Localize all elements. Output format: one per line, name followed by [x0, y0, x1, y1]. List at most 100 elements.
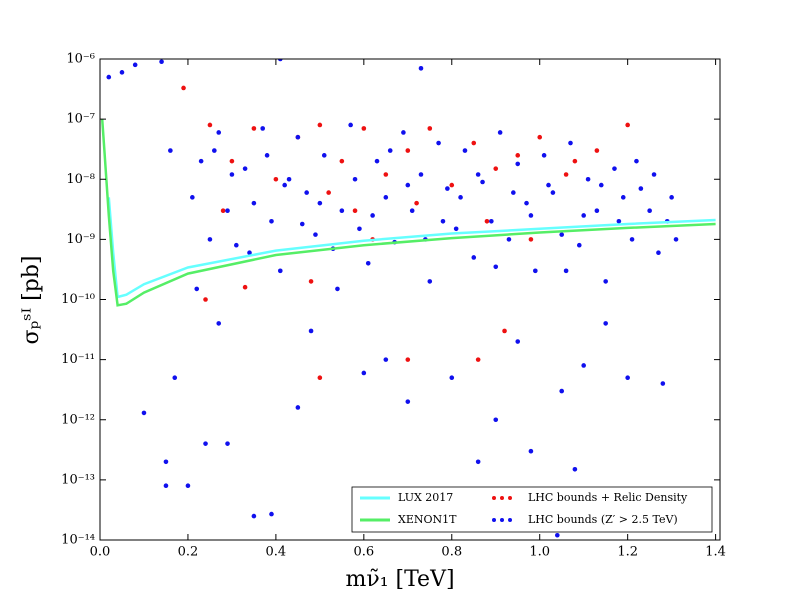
x-tick-label: 0.2 — [178, 545, 199, 560]
data-point — [524, 200, 529, 206]
data-point — [185, 483, 191, 489]
data-point — [317, 200, 323, 206]
data-point — [497, 130, 503, 135]
data-point — [181, 85, 186, 91]
data-point — [427, 279, 433, 284]
data-point — [229, 158, 235, 164]
data-point — [612, 166, 617, 171]
data-point — [594, 208, 600, 213]
data-point — [141, 410, 147, 416]
data-point — [163, 483, 169, 489]
data-point — [159, 59, 164, 65]
data-point — [383, 357, 389, 362]
legend-swatch — [500, 496, 504, 500]
curve — [100, 119, 716, 307]
data-point — [625, 375, 630, 381]
data-point — [563, 172, 569, 177]
legend-label: LHC bounds + Relic Density — [528, 491, 688, 504]
data-point — [212, 148, 217, 153]
data-point — [660, 381, 666, 386]
data-point — [225, 441, 230, 446]
data-point — [326, 190, 331, 195]
data-point — [480, 179, 485, 185]
data-point — [559, 388, 565, 394]
data-point — [603, 279, 608, 284]
data-point — [489, 218, 494, 224]
data-point — [638, 186, 644, 191]
data-point — [576, 242, 582, 248]
data-point — [528, 237, 534, 242]
data-point — [207, 122, 213, 128]
x-axis-label: mν̃₁ [TeV] — [345, 567, 454, 592]
legend-swatch — [508, 496, 512, 500]
data-point — [541, 153, 547, 158]
data-point — [387, 148, 393, 153]
y-tick-label: 10⁻¹¹ — [61, 352, 95, 367]
data-point — [220, 208, 226, 213]
data-point — [625, 122, 630, 128]
data-point — [484, 218, 490, 224]
legend-swatch — [508, 518, 512, 522]
data-point — [225, 208, 230, 213]
data-point — [317, 122, 323, 128]
x-tick-label: 1.2 — [617, 545, 638, 560]
data-point — [106, 74, 112, 80]
data-point — [475, 357, 481, 362]
data-point — [308, 279, 314, 284]
legend-swatch — [492, 518, 496, 522]
data-point — [493, 264, 499, 270]
data-point — [528, 448, 534, 454]
data-point — [383, 195, 389, 200]
data-point — [603, 321, 608, 326]
data-point — [515, 161, 521, 167]
y-tick-label: 10⁻⁶ — [66, 52, 95, 67]
data-point — [409, 208, 415, 213]
data-point — [119, 70, 125, 75]
data-point — [405, 357, 411, 362]
data-point — [418, 172, 424, 177]
data-point — [598, 182, 604, 188]
data-point — [277, 268, 283, 274]
data-point — [361, 126, 367, 131]
x-tick-label: 0.0 — [90, 545, 111, 560]
data-point — [299, 221, 305, 227]
data-point — [295, 134, 301, 140]
data-point — [374, 158, 380, 164]
data-point — [269, 218, 274, 224]
data-point — [572, 466, 578, 472]
data-point — [361, 370, 367, 376]
data-point — [511, 190, 516, 195]
plot-area — [100, 59, 716, 538]
data-point — [629, 237, 635, 242]
y-tick-label: 10⁻⁷ — [66, 112, 95, 127]
data-point — [515, 153, 521, 158]
data-point — [168, 148, 173, 153]
data-point — [163, 459, 169, 465]
data-point — [405, 148, 411, 153]
data-point — [229, 172, 235, 177]
data-point — [405, 399, 411, 404]
x-tick-label: 0.6 — [353, 545, 374, 560]
y-tick-label: 10⁻¹⁰ — [61, 292, 95, 307]
data-point — [370, 213, 375, 218]
data-point — [620, 195, 626, 200]
data-point — [352, 208, 358, 213]
data-point — [251, 126, 257, 131]
data-point — [207, 237, 213, 242]
data-point — [317, 375, 323, 381]
y-tick-label: 10⁻¹⁴ — [61, 533, 95, 548]
data-point — [559, 232, 565, 237]
data-point — [282, 182, 287, 188]
data-point — [581, 213, 586, 218]
data-point — [405, 182, 411, 188]
data-point — [546, 182, 551, 188]
data-point — [414, 200, 419, 206]
data-point — [563, 268, 569, 274]
data-point — [203, 297, 208, 302]
data-point — [203, 441, 208, 446]
data-point — [581, 363, 586, 368]
legend-label: XENON1T — [398, 513, 457, 526]
data-point — [335, 286, 340, 292]
data-point — [673, 237, 679, 242]
data-point — [462, 148, 468, 153]
